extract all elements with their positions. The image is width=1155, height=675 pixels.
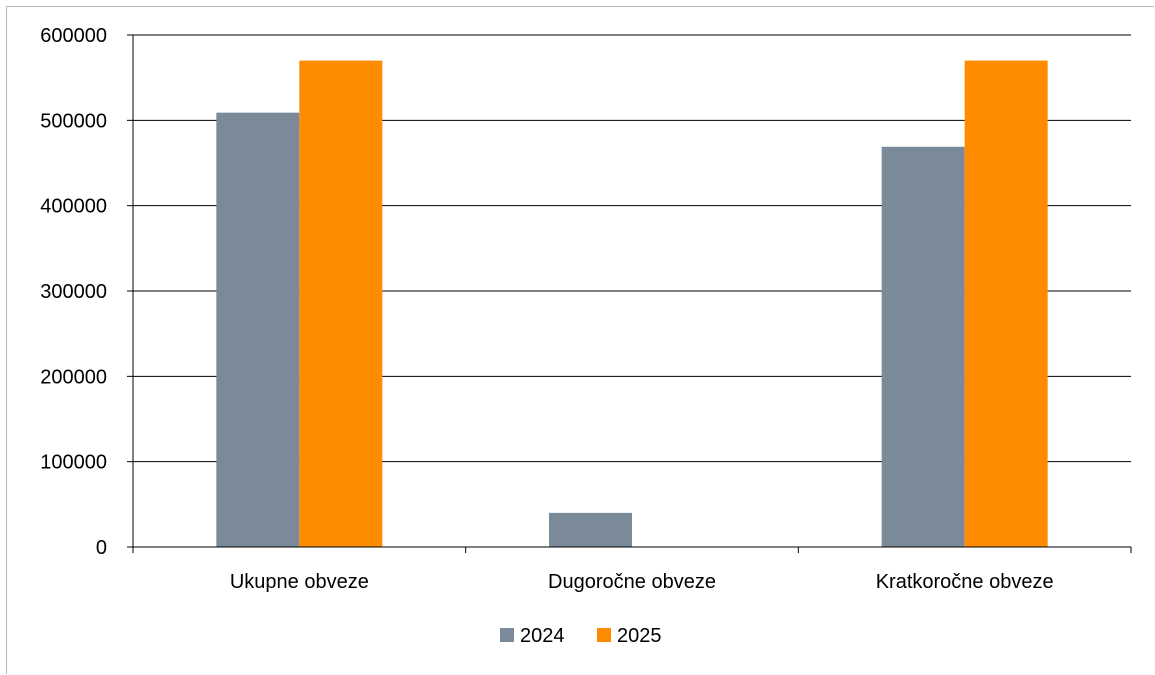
y-tick-label: 500000	[40, 110, 107, 132]
bar-2024	[216, 112, 300, 548]
x-category-label: Kratkoročne obveze	[876, 571, 1054, 593]
bar-2024	[881, 146, 965, 547]
y-tick-label: 300000	[40, 281, 107, 303]
x-category-label: Dugoročne obveze	[548, 571, 716, 593]
legend-label-2024: 2024	[520, 625, 565, 647]
legend: 2024 2025	[500, 625, 662, 647]
legend-swatch-2024	[500, 628, 514, 642]
y-tick-label: 600000	[40, 25, 107, 47]
bar-2025	[299, 60, 383, 547]
y-tick-label: 100000	[40, 452, 107, 474]
bar-2024	[549, 512, 632, 547]
legend-label-2025: 2025	[617, 625, 662, 647]
y-tick-label: 400000	[40, 196, 107, 218]
y-tick-label: 0	[96, 537, 107, 559]
axes	[127, 34, 1132, 553]
bar-2025	[964, 60, 1048, 547]
legend-swatch-2025	[597, 628, 611, 642]
x-category-label: Ukupne obveze	[230, 571, 369, 593]
x-category-labels: Ukupne obveze Dugoročne obveze Kratkoročne…	[230, 571, 1054, 593]
y-tick-label: 200000	[40, 366, 107, 388]
bars	[216, 60, 1048, 548]
y-tick-labels: 0 100000 200000 300000 400000 500000 600000	[40, 25, 107, 559]
